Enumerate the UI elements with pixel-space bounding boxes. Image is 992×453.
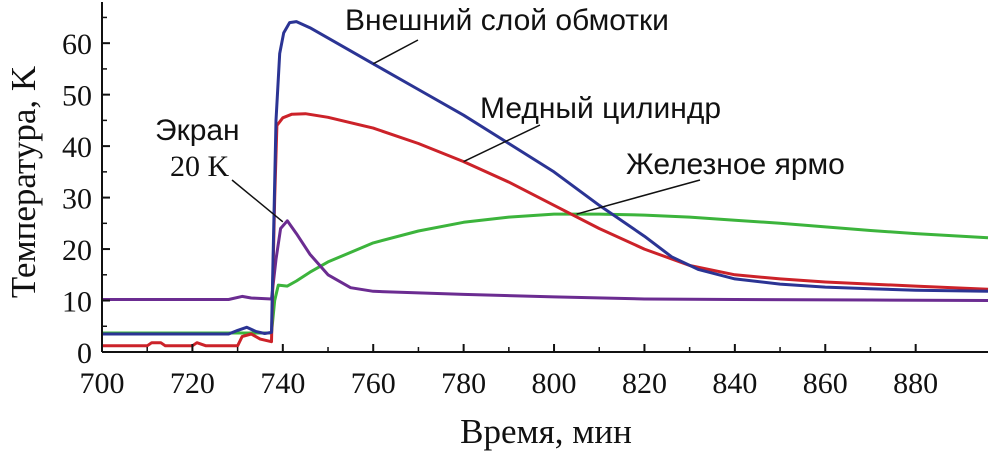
x-tick-label: 760	[351, 367, 396, 400]
annotation-iron-yoke: Железное ярмо	[626, 148, 845, 181]
x-tick-label: 700	[80, 367, 125, 400]
annotation-screen-line1: Экран	[155, 114, 240, 147]
y-tick-label: 40	[62, 131, 92, 164]
axes	[101, 2, 988, 353]
x-tick-label: 740	[260, 367, 305, 400]
x-tick-label: 800	[532, 367, 577, 400]
annotation-screen-line2: 20 K	[170, 150, 230, 183]
annotation-copper-cylinder: Медный цилиндр	[480, 92, 721, 125]
series-line-0	[102, 20, 989, 336]
y-tick-label: 10	[62, 286, 92, 319]
x-tick-label: 880	[893, 367, 938, 400]
x-tick-label: 860	[803, 367, 848, 400]
x-axis-title: Время, мин	[460, 412, 632, 451]
x-tick-label: 780	[441, 367, 486, 400]
y-tick-label: 0	[77, 337, 92, 370]
annotation-leaders	[231, 39, 701, 223]
series-lines	[102, 20, 989, 348]
series-line-2	[102, 212, 989, 335]
ticks: 700 720 740 760 780 800 820 840 860 880 0 10 20 30 40 5…	[62, 16, 938, 400]
y-axis-title: Температура, K	[4, 66, 43, 298]
y-tick-label: 50	[62, 80, 92, 113]
x-tick-label: 720	[170, 367, 215, 400]
y-tick-label: 60	[62, 28, 92, 61]
annotation-outer-winding: Внешний слой обмотки	[345, 4, 669, 37]
x-tick-label: 820	[622, 367, 667, 400]
annotation-leader-2	[576, 179, 701, 215]
series-line-1	[102, 112, 989, 348]
series-line-3	[102, 219, 989, 302]
annotation-leader-1	[463, 124, 541, 163]
annotation-leader-3	[231, 179, 284, 223]
y-tick-label: 20	[62, 234, 92, 267]
x-tick-label: 840	[712, 367, 757, 400]
y-tick-label: 30	[62, 183, 92, 216]
annotation-leader-0	[372, 39, 419, 65]
